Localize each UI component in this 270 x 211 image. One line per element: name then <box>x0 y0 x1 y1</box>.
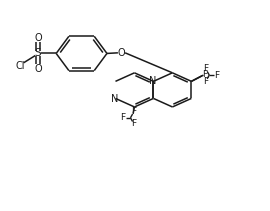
Text: F: F <box>202 70 207 78</box>
Text: F: F <box>120 113 126 122</box>
Text: F: F <box>131 107 136 116</box>
Text: N: N <box>111 94 118 104</box>
Text: F: F <box>204 64 209 73</box>
Text: S: S <box>35 49 41 58</box>
Text: F: F <box>131 119 136 128</box>
Text: N: N <box>149 76 156 86</box>
Text: F: F <box>214 71 219 80</box>
Text: F: F <box>204 77 209 86</box>
Text: O: O <box>34 33 42 43</box>
Text: O: O <box>118 48 126 58</box>
Text: Cl: Cl <box>16 61 25 71</box>
Text: O: O <box>34 64 42 74</box>
